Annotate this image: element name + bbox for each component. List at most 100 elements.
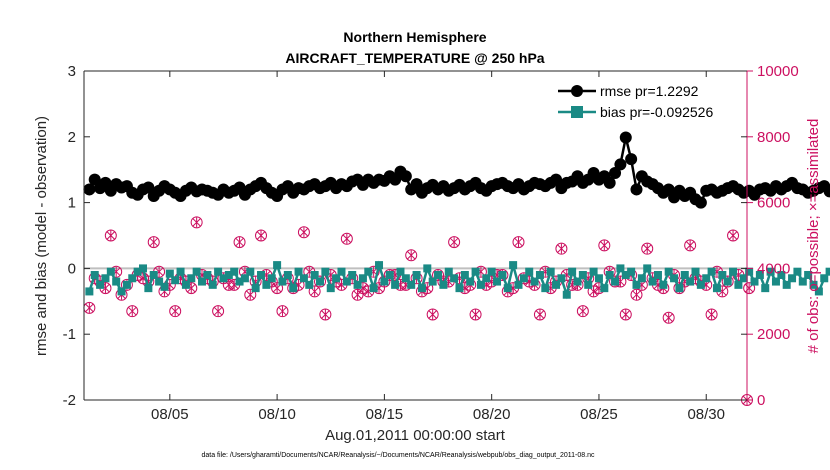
bias-point [294,267,303,276]
obs-assimilated-marker [471,309,480,320]
bias-point [798,277,807,286]
bias-point [375,261,384,270]
y-tick-label-right: 2000 [757,326,790,343]
obs-possible-marker [405,249,418,262]
obs-assimilated-marker [599,240,609,251]
obs-possible-marker [126,305,139,318]
bias-point [358,274,367,283]
obs-possible-marker [727,229,740,242]
bias-point [723,277,732,286]
obs-series-assimilated [85,217,738,323]
obs-assimilated-marker [127,306,137,317]
obs-assimilated-marker [685,240,695,251]
bias-point [804,270,813,279]
bias-point [734,280,743,289]
bias-point [498,270,507,279]
bias-point [605,270,614,279]
chart-subtitle: AIRCRAFT_TEMPERATURE @ 250 hPa [285,50,544,66]
y-tick-label-left: 3 [68,63,76,80]
bias-point [653,270,662,279]
bias-point [122,280,131,289]
obs-possible-marker [469,308,482,321]
bias-point [208,280,217,289]
obs-possible-marker [619,308,632,321]
bias-point [530,277,539,286]
bias-point [240,274,249,283]
bias-point [380,277,389,286]
bias-point [450,274,459,283]
obs-possible-marker [576,305,589,318]
bias-point [568,267,577,276]
rmse-point [630,183,643,196]
bias-point [712,284,721,293]
bias-point [165,269,174,278]
bias-point [702,274,711,283]
bias-point [750,277,759,286]
rmse-point [399,170,412,183]
bias-point [117,287,126,296]
bias-point [476,280,485,289]
obs-assimilated-marker [578,306,588,317]
bias-point [707,267,716,276]
bias-point [557,274,566,283]
x-tick-label: 08/30 [687,406,725,423]
bias-point [219,274,228,283]
obs-assimilated-marker [406,250,416,261]
y-tick-label-left: -1 [63,326,76,343]
bias-point [144,284,153,293]
obs-possible-marker [308,285,321,298]
bias-point [101,274,110,283]
bias-point [594,274,603,283]
obs-possible-marker [448,236,461,249]
bias-point [552,280,561,289]
bias-point [729,267,738,276]
bias-point [353,280,362,289]
axes: -2 -1 0 1 2 3 0 2000 4000 6000 8000 10000 08/05 08/10… [63,63,799,423]
bias-point [788,274,797,283]
obs-possible-marker [432,268,445,281]
rmse-point [625,153,638,166]
obs-possible-marker [641,242,654,255]
bias-point [686,277,695,286]
bias-point [289,284,298,293]
bias-point [820,274,829,283]
y-tick-label-left: -2 [63,392,76,409]
obs-possible-marker [120,278,133,291]
obs-assimilated-marker [106,230,116,241]
legend-bias-marker [571,106,583,118]
bias-point [187,274,196,283]
bias-point [793,267,802,276]
bias-point [128,274,137,283]
bias-point [257,270,266,279]
bias-point [455,284,464,293]
bias-point [262,280,271,289]
chart-title: Northern Hemisphere [343,29,486,45]
bias-point [541,284,550,293]
bias-point [417,284,426,293]
y-tick-label-right: 0 [757,392,765,409]
obs-assimilated-marker [256,230,266,241]
obs-assimilated-marker [535,309,545,320]
obs-possible-marker [314,275,327,288]
obs-possible-marker [104,229,117,242]
rmse-point [142,181,155,194]
bias-point [321,267,330,276]
obs-possible-marker [662,311,675,324]
bias-point [332,274,341,283]
bias-point [96,280,105,289]
rmse-point [823,185,830,198]
x-axis-label: Aug.01,2011 00:00:00 start [325,427,506,444]
bias-point [546,267,555,276]
bias-point [675,284,684,293]
bias-point [718,270,727,279]
obs-possible-marker [244,288,257,301]
bias-point [616,264,625,273]
bias-point [176,267,185,276]
bias-point [573,277,582,286]
bias-point [509,261,518,270]
obs-assimilated-marker [278,306,287,317]
y-tick-label-right: 6000 [757,195,790,212]
bias-point [670,274,679,283]
bias-point [171,276,180,285]
